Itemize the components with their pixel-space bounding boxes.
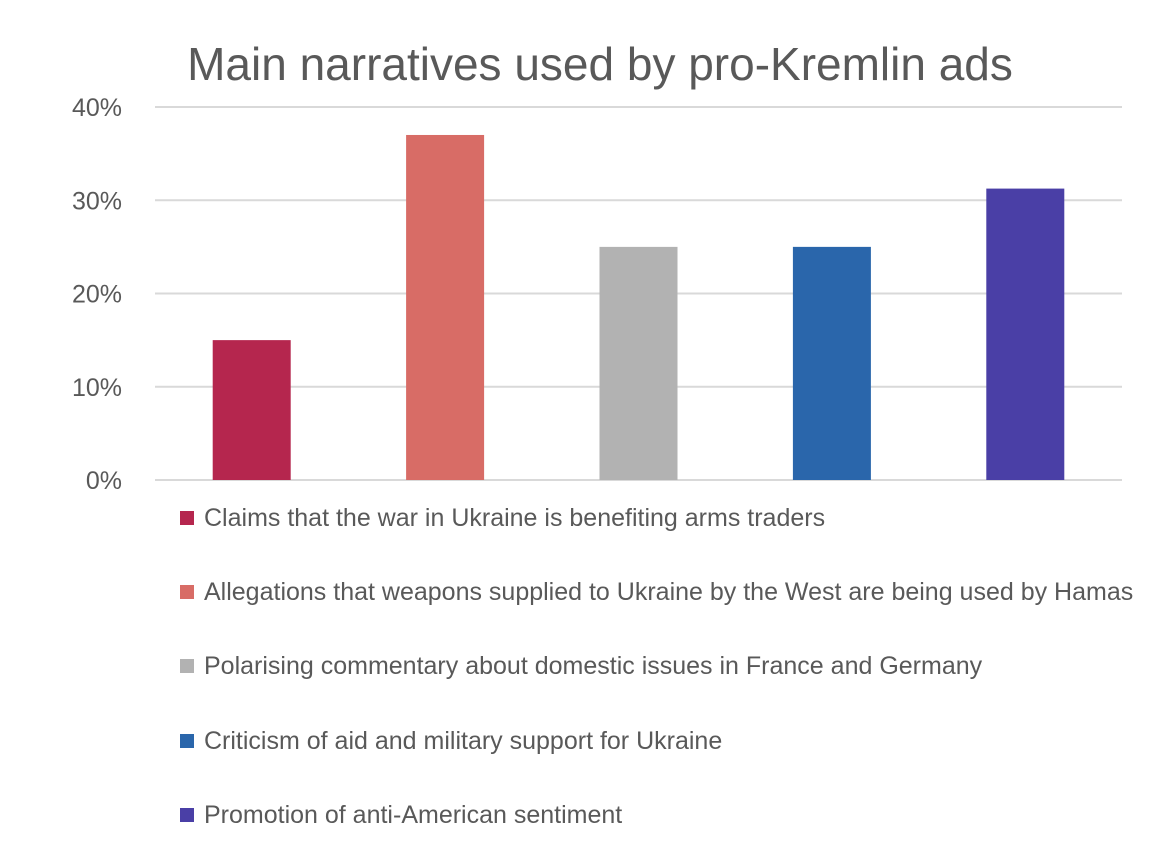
legend-swatch	[180, 511, 194, 525]
bar-5	[986, 188, 1065, 480]
bar-1	[212, 340, 291, 480]
legend-item: Claims that the war in Ukraine is benefi…	[180, 500, 1140, 537]
bars	[212, 134, 1065, 480]
legend-label: Allegations that weapons supplied to Ukr…	[204, 578, 1134, 606]
y-tick-label: 30%	[72, 187, 122, 215]
chart-title: Main narratives used by pro-Kremlin ads	[187, 38, 1013, 90]
legend-label: Polarising commentary about domestic iss…	[204, 652, 983, 680]
bar-4	[792, 246, 871, 480]
legend-swatch	[180, 808, 194, 822]
bar-chart: 0% 10% 20% 30% 40%	[72, 94, 1122, 495]
legend-swatch	[180, 659, 194, 673]
y-axis-ticks: 0% 10% 20% 30% 40%	[72, 94, 122, 495]
legend-item: Criticism of aid and military support fo…	[180, 723, 1140, 760]
y-tick-label: 0%	[86, 467, 122, 495]
legend-label: Criticism of aid and military support fo…	[204, 727, 723, 755]
legend-swatch	[180, 734, 194, 748]
legend-item: Polarising commentary about domestic iss…	[180, 648, 1140, 685]
y-tick-label: 40%	[72, 94, 122, 122]
legend-label: Claims that the war in Ukraine is benefi…	[204, 504, 826, 532]
legend-swatch	[180, 585, 194, 599]
bar-3	[599, 246, 678, 480]
legend-item: Allegations that weapons supplied to Ukr…	[180, 574, 1140, 611]
y-tick-label: 10%	[72, 374, 122, 402]
y-tick-label: 20%	[72, 281, 122, 309]
legend-item: Promotion of anti-American sentiment	[180, 797, 1140, 834]
legend-label: Promotion of anti-American sentiment	[204, 801, 623, 829]
bar-2	[406, 134, 485, 480]
